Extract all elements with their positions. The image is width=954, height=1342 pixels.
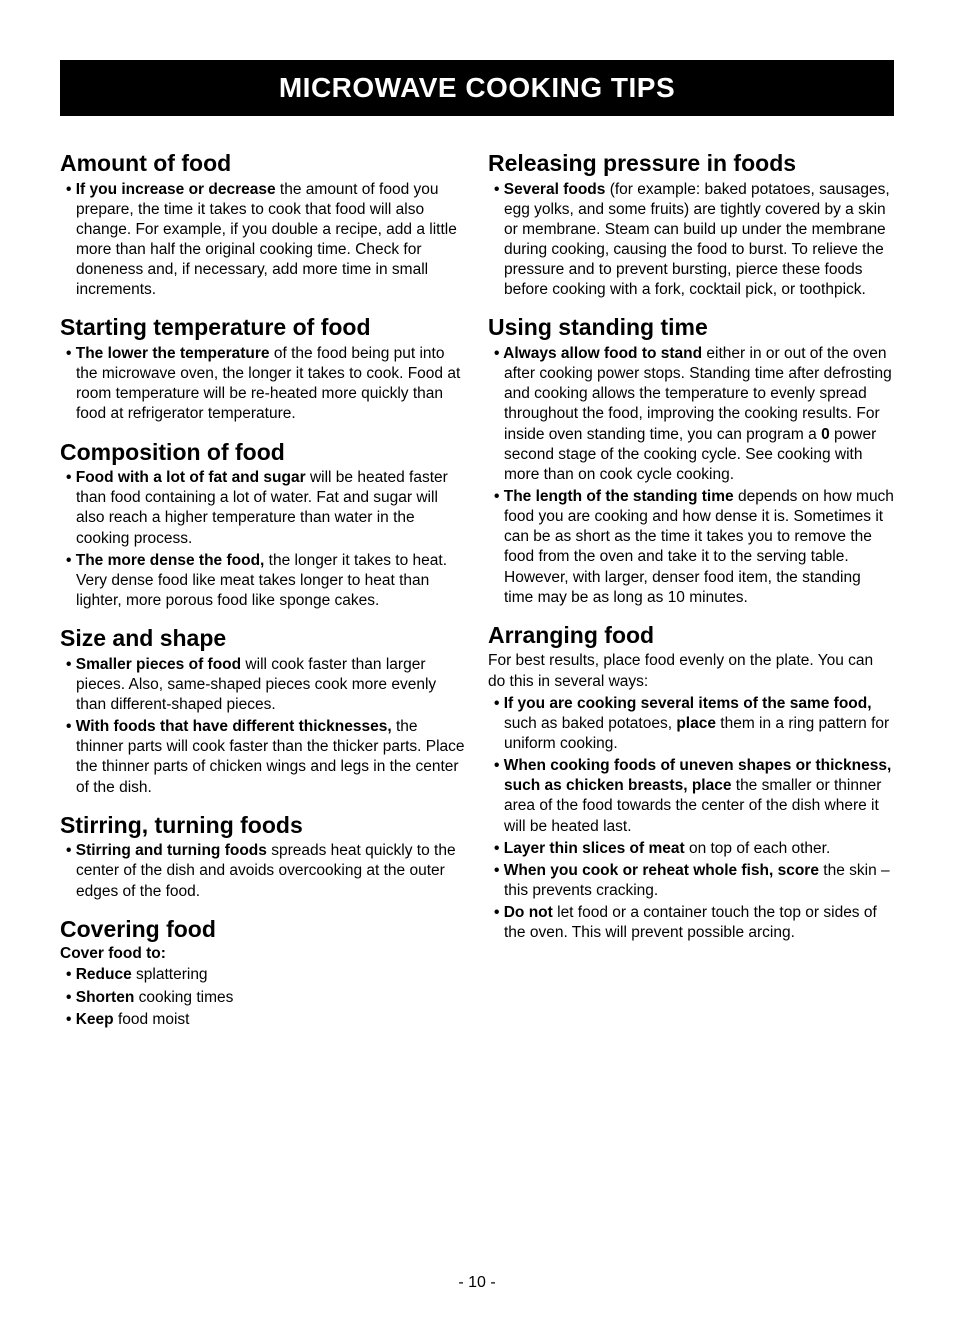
text-run: on top of each other. (685, 840, 831, 857)
bullet-list: If you are cooking several items of the … (488, 694, 894, 944)
list-item: If you are cooking several items of the … (488, 694, 894, 754)
list-item: When cooking foods of uneven shapes or t… (488, 756, 894, 837)
list-item: Several foods (for example: baked potato… (488, 180, 894, 301)
text-run: cooking times (134, 989, 233, 1006)
text-run: the amount of food you prepare, the time… (76, 181, 457, 299)
bullet-list: Several foods (for example: baked potato… (488, 180, 894, 301)
list-item: Always allow food to stand either in or … (488, 344, 894, 485)
list-item: If you increase or decrease the amount o… (60, 180, 466, 301)
list-item: Stirring and turning foods spreads heat … (60, 841, 466, 901)
section-heading: Starting temperature of food (60, 314, 466, 342)
section-heading: Arranging food (488, 622, 894, 650)
left-column: Amount of foodIf you increase or decreas… (60, 136, 466, 1032)
bold-run: Smaller pieces of food (76, 656, 241, 673)
bold-run: Food with a lot of fat and sugar (76, 469, 306, 486)
list-item: Smaller pieces of food will cook faster … (60, 655, 466, 715)
bold-run: When you cook or reheat whole fish, scor… (504, 862, 819, 879)
bullet-list: Reduce splatteringShorten cooking timesK… (60, 965, 466, 1029)
section-heading: Releasing pressure in foods (488, 150, 894, 178)
list-item: Do not let food or a container touch the… (488, 903, 894, 943)
right-column: Releasing pressure in foodsSeveral foods… (488, 136, 894, 1032)
list-item: With foods that have different thickness… (60, 717, 466, 798)
list-item: The length of the standing time depends … (488, 487, 894, 608)
page-banner: MICROWAVE COOKING TIPS (60, 60, 894, 116)
page-number: - 10 - (0, 1274, 954, 1292)
bullet-list: Always allow food to stand either in or … (488, 344, 894, 608)
section-heading: Size and shape (60, 625, 466, 653)
section-heading: Composition of food (60, 439, 466, 467)
section-heading: Covering food (60, 916, 466, 944)
bold-run: Always allow food to stand (503, 345, 702, 362)
bullet-list: Smaller pieces of food will cook faster … (60, 655, 466, 798)
bold-run: If you increase or decrease (76, 181, 276, 198)
bold-run: place (676, 715, 716, 732)
section-intro: For best results, place food evenly on t… (488, 651, 894, 691)
section-heading: Amount of food (60, 150, 466, 178)
bold-run: The lower the temperature (76, 345, 270, 362)
list-item: The more dense the food, the longer it t… (60, 551, 466, 611)
text-run: (for example: baked potatoes, sausages, … (504, 181, 890, 299)
text-run: such as baked potatoes, (504, 715, 676, 732)
bold-run: The more dense the food, (76, 552, 265, 569)
bullet-list: Food with a lot of fat and sugar will be… (60, 468, 466, 611)
section-subintro: Cover food to: (60, 945, 466, 963)
bold-run: Stirring and turning foods (76, 842, 267, 859)
list-item: Layer thin slices of meat on top of each… (488, 839, 894, 859)
list-item: Keep food moist (60, 1010, 466, 1030)
bullet-list: If you increase or decrease the amount o… (60, 180, 466, 301)
bold-run: Do not (504, 904, 553, 921)
bold-run: If you are cooking several items of the … (504, 695, 872, 712)
list-item: Shorten cooking times (60, 988, 466, 1008)
list-item: Food with a lot of fat and sugar will be… (60, 468, 466, 549)
bold-run: With foods that have different thickness… (76, 718, 392, 735)
bold-run: Layer thin slices of meat (504, 840, 685, 857)
text-run: depends on how much food you are cooking… (504, 488, 894, 606)
content-columns: Amount of foodIf you increase or decreas… (60, 136, 894, 1032)
text-run: splattering (132, 966, 208, 983)
bold-run: Reduce (76, 966, 132, 983)
text-run: food moist (114, 1011, 190, 1028)
bold-run: 0 (821, 426, 830, 443)
bullet-list: The lower the temperature of the food be… (60, 344, 466, 425)
list-item: When you cook or reheat whole fish, scor… (488, 861, 894, 901)
bold-run: The length of the standing time (504, 488, 734, 505)
section-heading: Stirring, turning foods (60, 812, 466, 840)
bold-run: Shorten (76, 989, 135, 1006)
text-run: let food or a container touch the top or… (504, 904, 877, 941)
section-heading: Using standing time (488, 314, 894, 342)
bold-run: Keep (76, 1011, 114, 1028)
list-item: Reduce splattering (60, 965, 466, 985)
bold-run: Several foods (504, 181, 606, 198)
bullet-list: Stirring and turning foods spreads heat … (60, 841, 466, 901)
list-item: The lower the temperature of the food be… (60, 344, 466, 425)
